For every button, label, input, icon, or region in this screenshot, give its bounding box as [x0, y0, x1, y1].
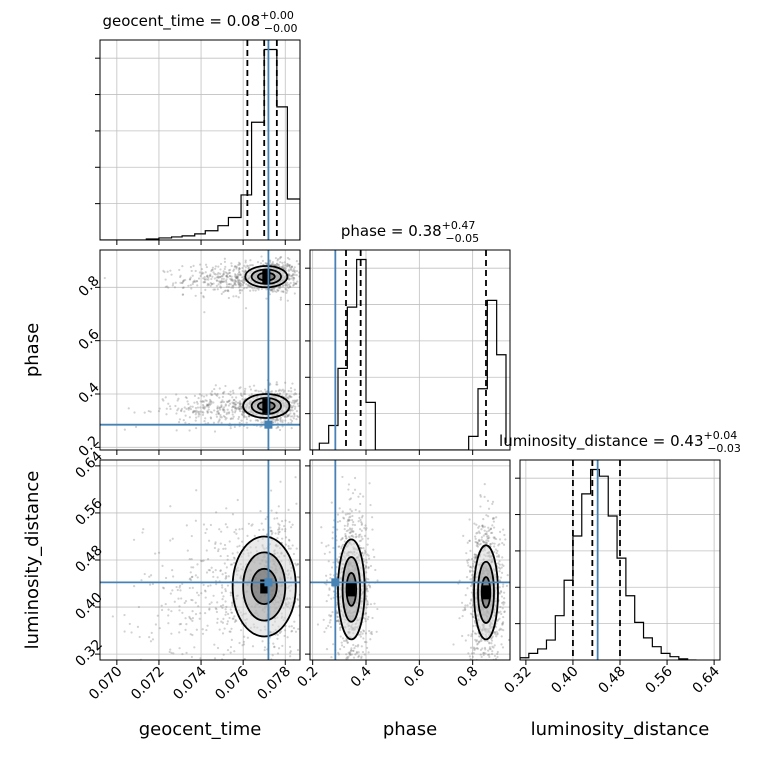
panel-frame: [99, 39, 301, 241]
tick-label-x: 0.32: [501, 664, 534, 697]
x-axis-label-geocent_time: geocent_time: [139, 719, 262, 740]
tick-label-y: 0.40: [72, 590, 105, 623]
panel-content: [310, 250, 510, 450]
histogram-geocent_time: [100, 48, 300, 240]
tick-label-x: 0.078: [254, 664, 294, 704]
panel-luminosity_distance-vs-phase: 0.2 0.4 0.6 0.8: [294, 459, 511, 691]
title-sub: −0.00: [264, 22, 298, 35]
y-axis-label-luminosity_distance: luminosity_distance: [22, 471, 43, 650]
tick-label-x: 0.072: [128, 664, 168, 704]
title-sub: −0.05: [445, 232, 479, 245]
x-axis-label-phase: phase: [383, 719, 437, 740]
title-sup: +0.00: [260, 9, 294, 22]
x-axis-label-luminosity_distance: luminosity_distance: [531, 719, 710, 740]
panel-frame: [99, 249, 301, 451]
truth-marker: [331, 578, 340, 587]
panel-content: [520, 460, 720, 660]
title-main: luminosity_distance = 0.43: [499, 432, 703, 451]
tick-label-y: 0.4: [76, 380, 103, 407]
truth-marker: [264, 578, 273, 587]
tick-label-y: 0.48: [72, 542, 105, 575]
y-axis-label-phase: phase: [22, 323, 43, 377]
tick-label-x: 0.076: [212, 663, 252, 703]
title-sub: −0.03: [707, 442, 741, 455]
tick-label-x: 0.8: [454, 664, 481, 691]
density-peak: [262, 399, 271, 413]
tick-label-y: 0.6: [76, 326, 103, 353]
samples: [111, 476, 300, 660]
tick-label-y: 0.32: [72, 637, 105, 670]
title-sup: +0.04: [704, 429, 738, 442]
tick-label-x: 0.64: [690, 663, 723, 696]
tick-label-x: 0.2: [294, 664, 321, 691]
panel-content: [310, 460, 510, 660]
title-main: geocent_time = 0.08: [102, 12, 260, 31]
panel-luminosity_distance-vs-geocent_time: 0.070 0.072 0.074 0.076 0.078 0.32 0.40 0.48 0.5…: [72, 448, 301, 704]
truth-marker: [264, 420, 273, 429]
title-geocent_time: geocent_time = 0.08+0.00 −0.00: [102, 9, 297, 35]
histogram-phase: [310, 258, 507, 450]
tick-label-x: 0.070: [86, 664, 126, 704]
density-peak: [347, 582, 356, 597]
tick-label-x: 0.4: [348, 663, 375, 690]
tick-label-x: 0.6: [401, 663, 428, 690]
panel-geocent_time-vs-geocent_time: geocent_time = 0.08+0.00 −0.00: [95, 9, 301, 245]
tick-label-y: 0.8: [76, 273, 103, 300]
panel-content: [100, 460, 300, 660]
panel-content: [100, 40, 300, 240]
title-sup: +0.47: [442, 219, 476, 232]
title-phase: phase = 0.38+0.47 −0.05: [341, 219, 479, 245]
histogram-luminosity_distance: [520, 468, 697, 660]
tick-label-x: 0.56: [643, 663, 676, 696]
tick-label-y: 0.56: [72, 495, 105, 528]
panel-luminosity_distance-vs-luminosity_distance: 0.32 0.40 0.48 0.56 0.64 luminosity_distance …: [499, 429, 741, 697]
title-luminosity_distance: luminosity_distance = 0.43+0.04 −0.03: [499, 429, 741, 455]
density-peak: [482, 585, 490, 600]
panel-phase-vs-phase: phase = 0.38+0.47 −0.05: [305, 219, 511, 455]
density-peak: [262, 269, 271, 284]
panel-frame: [309, 249, 511, 451]
tick-label-x: 0.074: [170, 663, 210, 703]
tick-label-x: 0.48: [595, 664, 628, 697]
tick-label-x: 0.40: [548, 664, 581, 697]
panel-content: [100, 250, 300, 450]
panel-phase-vs-geocent_time: 0.20.40.60.8: [76, 249, 301, 460]
density-peak: [260, 579, 269, 594]
tick-label-y: 0.64: [72, 448, 105, 481]
title-main: phase = 0.38: [341, 222, 442, 240]
